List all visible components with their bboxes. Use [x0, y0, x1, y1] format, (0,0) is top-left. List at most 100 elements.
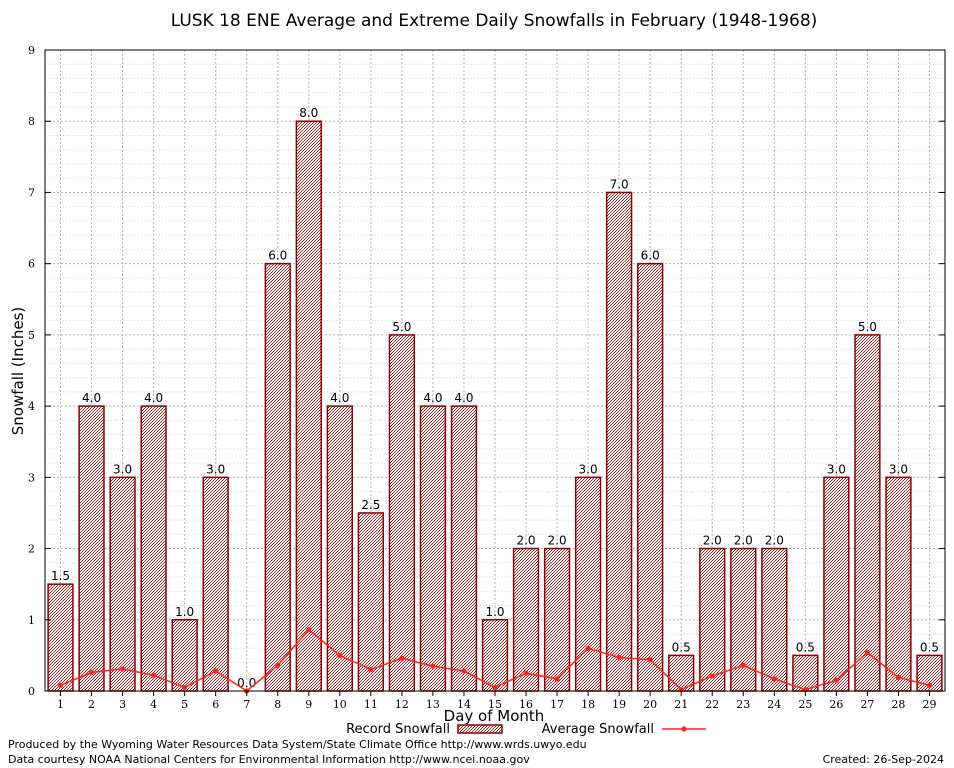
y-tick-label: 8: [28, 115, 35, 128]
y-tick-label: 1: [28, 614, 35, 627]
record-bar-day-13: [419, 405, 447, 692]
average-point-day-24: [771, 676, 777, 682]
y-tick-label: 0: [28, 685, 35, 698]
x-tick-label: 9: [305, 698, 312, 711]
bar-value-label: 2.5: [361, 498, 380, 512]
x-tick-label: 16: [519, 698, 533, 711]
x-tick-label: 5: [181, 698, 188, 711]
average-point-day-17: [554, 676, 560, 682]
bar-value-label: 8.0: [299, 106, 318, 120]
bar-value-label: 0.0: [237, 676, 256, 690]
average-point-day-13: [430, 663, 436, 669]
footer-data-courtesy: Data courtesy NOAA National Centers for …: [8, 753, 530, 766]
record-bar-day-12: [388, 334, 416, 692]
record-bar-day-6: [202, 476, 229, 692]
x-tick-label: 7: [243, 698, 250, 711]
average-point-day-1: [57, 682, 64, 688]
bar-value-label: 1.0: [175, 605, 194, 619]
x-tick-label: 29: [922, 698, 936, 711]
bar-value-label: 3.0: [827, 462, 846, 476]
record-bar-day-9: [295, 120, 322, 692]
record-bar-day-10: [326, 405, 353, 692]
average-snowfall-line: [57, 627, 933, 694]
y-tick-label: 6: [28, 258, 35, 271]
x-tick-label: 20: [643, 698, 657, 711]
x-tick-label: 21: [674, 698, 688, 711]
record-bar-day-24: [761, 547, 788, 692]
bar-value-label: 0.5: [796, 640, 815, 654]
record-bar-day-18: [574, 476, 602, 692]
record-bar-day-26: [823, 476, 850, 692]
bar-value-label: 3.0: [113, 462, 132, 476]
y-tick-label: 3: [28, 471, 35, 484]
record-bar-day-28: [885, 476, 912, 692]
bar-value-label: 3.0: [889, 462, 908, 476]
average-point-day-14: [461, 668, 467, 674]
x-tick-label: 11: [364, 698, 378, 711]
average-point-day-9: [306, 627, 312, 633]
record-bar-day-20: [637, 262, 664, 692]
average-point-day-5: [182, 684, 188, 691]
bar-value-label: 2.0: [765, 534, 784, 548]
bar-value-label: 2.0: [516, 534, 535, 548]
legend-record-swatch: [457, 724, 503, 734]
x-tick-label: 12: [395, 698, 409, 711]
bar-value-label: 6.0: [268, 249, 287, 263]
bar-value-label: 1.5: [51, 569, 70, 583]
record-bar-day-5: [171, 619, 198, 692]
bar-value-label: 6.0: [641, 249, 660, 263]
bar-value-label: 2.0: [703, 534, 722, 548]
bar-value-label: 5.0: [858, 320, 877, 334]
x-tick-label: 6: [212, 698, 219, 711]
record-bar-day-4: [140, 405, 167, 692]
legend-average-marker: [681, 726, 687, 732]
bar-value-label: 0.5: [920, 640, 939, 654]
x-tick-label: 17: [550, 698, 564, 711]
record-bar-day-25: [792, 654, 819, 692]
average-point-day-12: [399, 655, 405, 661]
x-tick-label: 1: [57, 698, 64, 711]
average-point-day-2: [88, 669, 95, 676]
bar-value-label: 0.5: [672, 640, 691, 654]
average-point-day-3: [119, 666, 126, 672]
record-bar-day-21: [668, 654, 695, 692]
bar-value-label: 7.0: [610, 177, 629, 191]
average-point-day-22: [709, 673, 715, 679]
record-bar-day-16: [512, 547, 540, 692]
x-tick-label: 27: [860, 698, 874, 711]
y-tick-label: 4: [28, 400, 35, 413]
x-tick-label: 26: [829, 698, 843, 711]
x-tick-label: 4: [150, 698, 157, 711]
average-point-day-23: [740, 662, 746, 668]
legend: Record Snowfall Average Snowfall: [346, 722, 706, 737]
x-tick-label: 18: [581, 698, 595, 711]
average-point-day-26: [833, 677, 839, 683]
bar-value-label: 1.0: [485, 605, 504, 619]
x-tick-label: 14: [457, 698, 471, 711]
x-tick-label: 8: [274, 698, 281, 711]
x-tick-label: 28: [891, 698, 905, 711]
x-tick-label: 13: [426, 698, 440, 711]
bar-value-label: 5.0: [392, 320, 411, 334]
bar-value-label: 4.0: [82, 391, 101, 405]
average-point-day-27: [864, 649, 871, 656]
average-point-day-28: [895, 674, 902, 681]
bar-value-label: 2.0: [734, 534, 753, 548]
record-bar-day-14: [450, 405, 478, 692]
record-bar-day-3: [109, 476, 136, 692]
y-tick-label: 7: [28, 186, 35, 199]
bar-value-label: 4.0: [423, 391, 442, 405]
average-point-day-18: [585, 645, 591, 651]
record-bar-day-1: [47, 583, 74, 692]
grid: [45, 50, 945, 691]
bar-value-label: 2.0: [548, 534, 567, 548]
bar-value-label: 4.0: [144, 391, 163, 405]
y-tick-label: 5: [28, 329, 35, 342]
average-point-day-10: [337, 652, 343, 658]
x-tick-label: 2: [88, 698, 95, 711]
x-tick-label: 15: [488, 698, 502, 711]
bar-value-label: 4.0: [454, 391, 473, 405]
average-point-day-4: [151, 672, 157, 678]
